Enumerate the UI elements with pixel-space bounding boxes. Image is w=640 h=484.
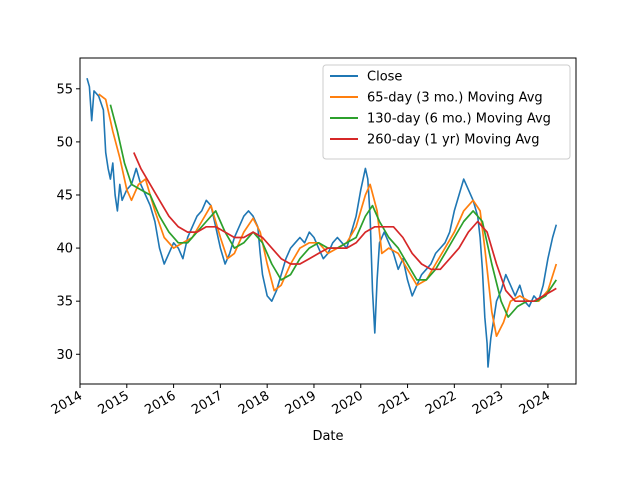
x-tick-label: 2022 xyxy=(423,388,459,418)
legend-label: 130-day (6 mo.) Moving Avg xyxy=(367,112,551,127)
series-line-0 xyxy=(86,77,558,368)
series-line-3 xyxy=(133,152,557,303)
x-tick-label: 2015 xyxy=(96,388,132,418)
legend-box xyxy=(322,64,571,160)
x-tick-label: 2018 xyxy=(236,388,272,418)
legend-label: 65-day (3 mo.) Moving Avg xyxy=(367,91,543,106)
y-tick-label: 55 xyxy=(56,82,73,97)
y-tick-label: 35 xyxy=(56,295,73,310)
x-tick-label: 2014 xyxy=(49,388,85,418)
x-tick-label: 2020 xyxy=(330,388,366,418)
x-tick-label: 2017 xyxy=(189,388,225,418)
legend-label: Close xyxy=(367,70,402,85)
legend-label: 260-day (1 yr) Moving Avg xyxy=(367,133,539,148)
x-tick-label: 2021 xyxy=(376,388,412,418)
y-tick-label: 45 xyxy=(56,188,73,203)
x-axis-label: Date xyxy=(312,429,343,444)
y-tick-label: 40 xyxy=(56,242,73,257)
x-tick-label: 2024 xyxy=(517,388,553,418)
chart-series-group xyxy=(86,77,558,368)
y-tick-label: 30 xyxy=(56,348,73,363)
y-axis: 30 35 40 45 50 55 xyxy=(56,82,80,363)
x-tick-label: 2023 xyxy=(470,388,506,418)
y-tick-label: 50 xyxy=(56,135,73,150)
x-tick-label: 2019 xyxy=(283,388,319,418)
legend: Close 65-day (3 mo.) Moving Avg 130-day (6… xyxy=(322,64,571,160)
x-tick-label: 2016 xyxy=(142,388,178,418)
plot-frame xyxy=(79,57,577,385)
series-line-1 xyxy=(98,93,558,338)
x-axis: 2014 2015 2016 2017 2018 2019 2020 2021 2022 2023… xyxy=(49,384,553,418)
